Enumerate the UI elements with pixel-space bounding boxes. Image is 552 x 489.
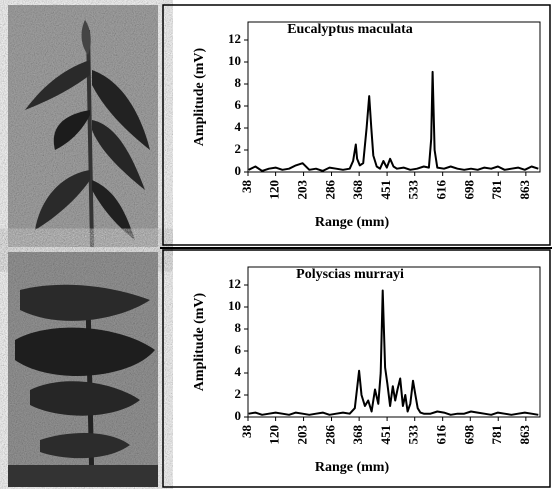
x-tick-label: 120 [267, 425, 282, 445]
y-tick-label: 0 [235, 163, 242, 178]
photo-eucalyptus [8, 5, 158, 248]
y-tick-label: 6 [235, 97, 242, 112]
x-tick-label: 368 [350, 425, 365, 445]
x-tick-label: 533 [406, 180, 421, 200]
photo-polyscias [8, 252, 158, 488]
x-tick-label: 863 [517, 425, 532, 445]
y-tick-label: 8 [235, 320, 242, 335]
x-tick-label: 120 [267, 180, 282, 200]
data-line [248, 70, 539, 172]
x-tick-label: 38 [239, 425, 254, 439]
plot-frame [247, 21, 541, 173]
x-tick-label: 203 [295, 180, 310, 200]
data-line [248, 289, 539, 416]
x-tick-label: 781 [489, 425, 504, 445]
y-tick-label: 12 [228, 31, 241, 46]
x-tick-label: 616 [434, 425, 449, 445]
x-tick-label: 533 [406, 425, 421, 445]
x-tick-label: 368 [350, 180, 365, 200]
x-axis-label: Range (mm) [315, 215, 390, 230]
x-tick-label: 781 [489, 180, 504, 200]
y-tick-label: 4 [235, 364, 242, 379]
y-tick-label: 2 [235, 386, 242, 401]
chart-title: Polyscias murrayi [296, 267, 404, 282]
x-tick-label: 286 [323, 180, 338, 200]
y-tick-label: 4 [235, 119, 242, 134]
x-tick-label: 451 [378, 180, 393, 200]
y-tick-label: 12 [228, 276, 241, 291]
panel-border [162, 249, 551, 488]
y-tick-label: 10 [228, 298, 241, 313]
x-tick-label: 286 [323, 425, 338, 445]
panel-border [162, 4, 551, 246]
y-tick-label: 2 [235, 141, 242, 156]
x-tick-label: 451 [378, 425, 393, 445]
y-tick-label: 6 [235, 342, 242, 357]
y-tick-label: 8 [235, 75, 242, 90]
x-tick-label: 38 [239, 180, 254, 194]
y-tick-label: 10 [228, 53, 241, 68]
x-tick-label: 616 [434, 180, 449, 200]
x-tick-label: 863 [517, 180, 532, 200]
x-tick-label: 203 [295, 425, 310, 445]
x-tick-label: 698 [461, 425, 476, 445]
y-axis-label: Amplitude (mV) [192, 292, 207, 391]
plot-frame [247, 266, 541, 418]
y-tick-label: 0 [235, 408, 242, 423]
x-axis-label: Range (mm) [315, 460, 390, 475]
chart-title: Eucalyptus maculata [287, 22, 413, 37]
y-axis-label: Amplitude (mV) [192, 47, 207, 146]
x-tick-label: 698 [461, 180, 476, 200]
